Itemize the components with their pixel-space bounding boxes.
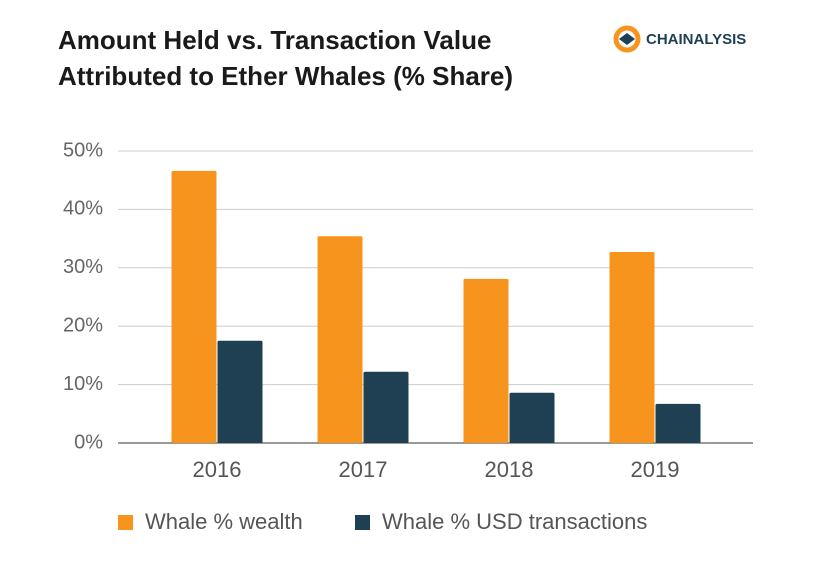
bar <box>171 170 217 443</box>
legend-label: Whale % wealth <box>145 509 303 534</box>
y-tick-label: 30% <box>63 256 103 278</box>
bar <box>655 403 701 443</box>
logo-ring <box>613 25 641 53</box>
x-tick-label: 2019 <box>631 457 680 482</box>
logo <box>613 25 641 53</box>
y-tick-label: 10% <box>63 373 103 395</box>
bar <box>509 392 555 443</box>
bar <box>317 236 363 443</box>
legend-swatch <box>118 515 133 530</box>
y-tick-label: 40% <box>63 198 103 220</box>
chart-title: Amount Held vs. Transaction Value Attrib… <box>58 25 514 91</box>
x-tick-label: 2018 <box>485 457 534 482</box>
x-tick-label: 2016 <box>193 457 242 482</box>
y-tick-label: 20% <box>63 314 103 336</box>
legend-swatch <box>355 515 370 530</box>
bar <box>463 278 509 443</box>
bar <box>363 371 409 443</box>
bar <box>609 252 655 443</box>
y-tick-label: 0% <box>74 431 103 453</box>
bar <box>217 340 263 443</box>
brand: CHAINALYSIS <box>646 31 746 48</box>
legend-label: Whale % USD transactions <box>382 509 647 534</box>
logo-mark <box>619 33 635 45</box>
x-tick-label: 2017 <box>339 457 388 482</box>
y-tick-label: 50% <box>63 139 103 161</box>
